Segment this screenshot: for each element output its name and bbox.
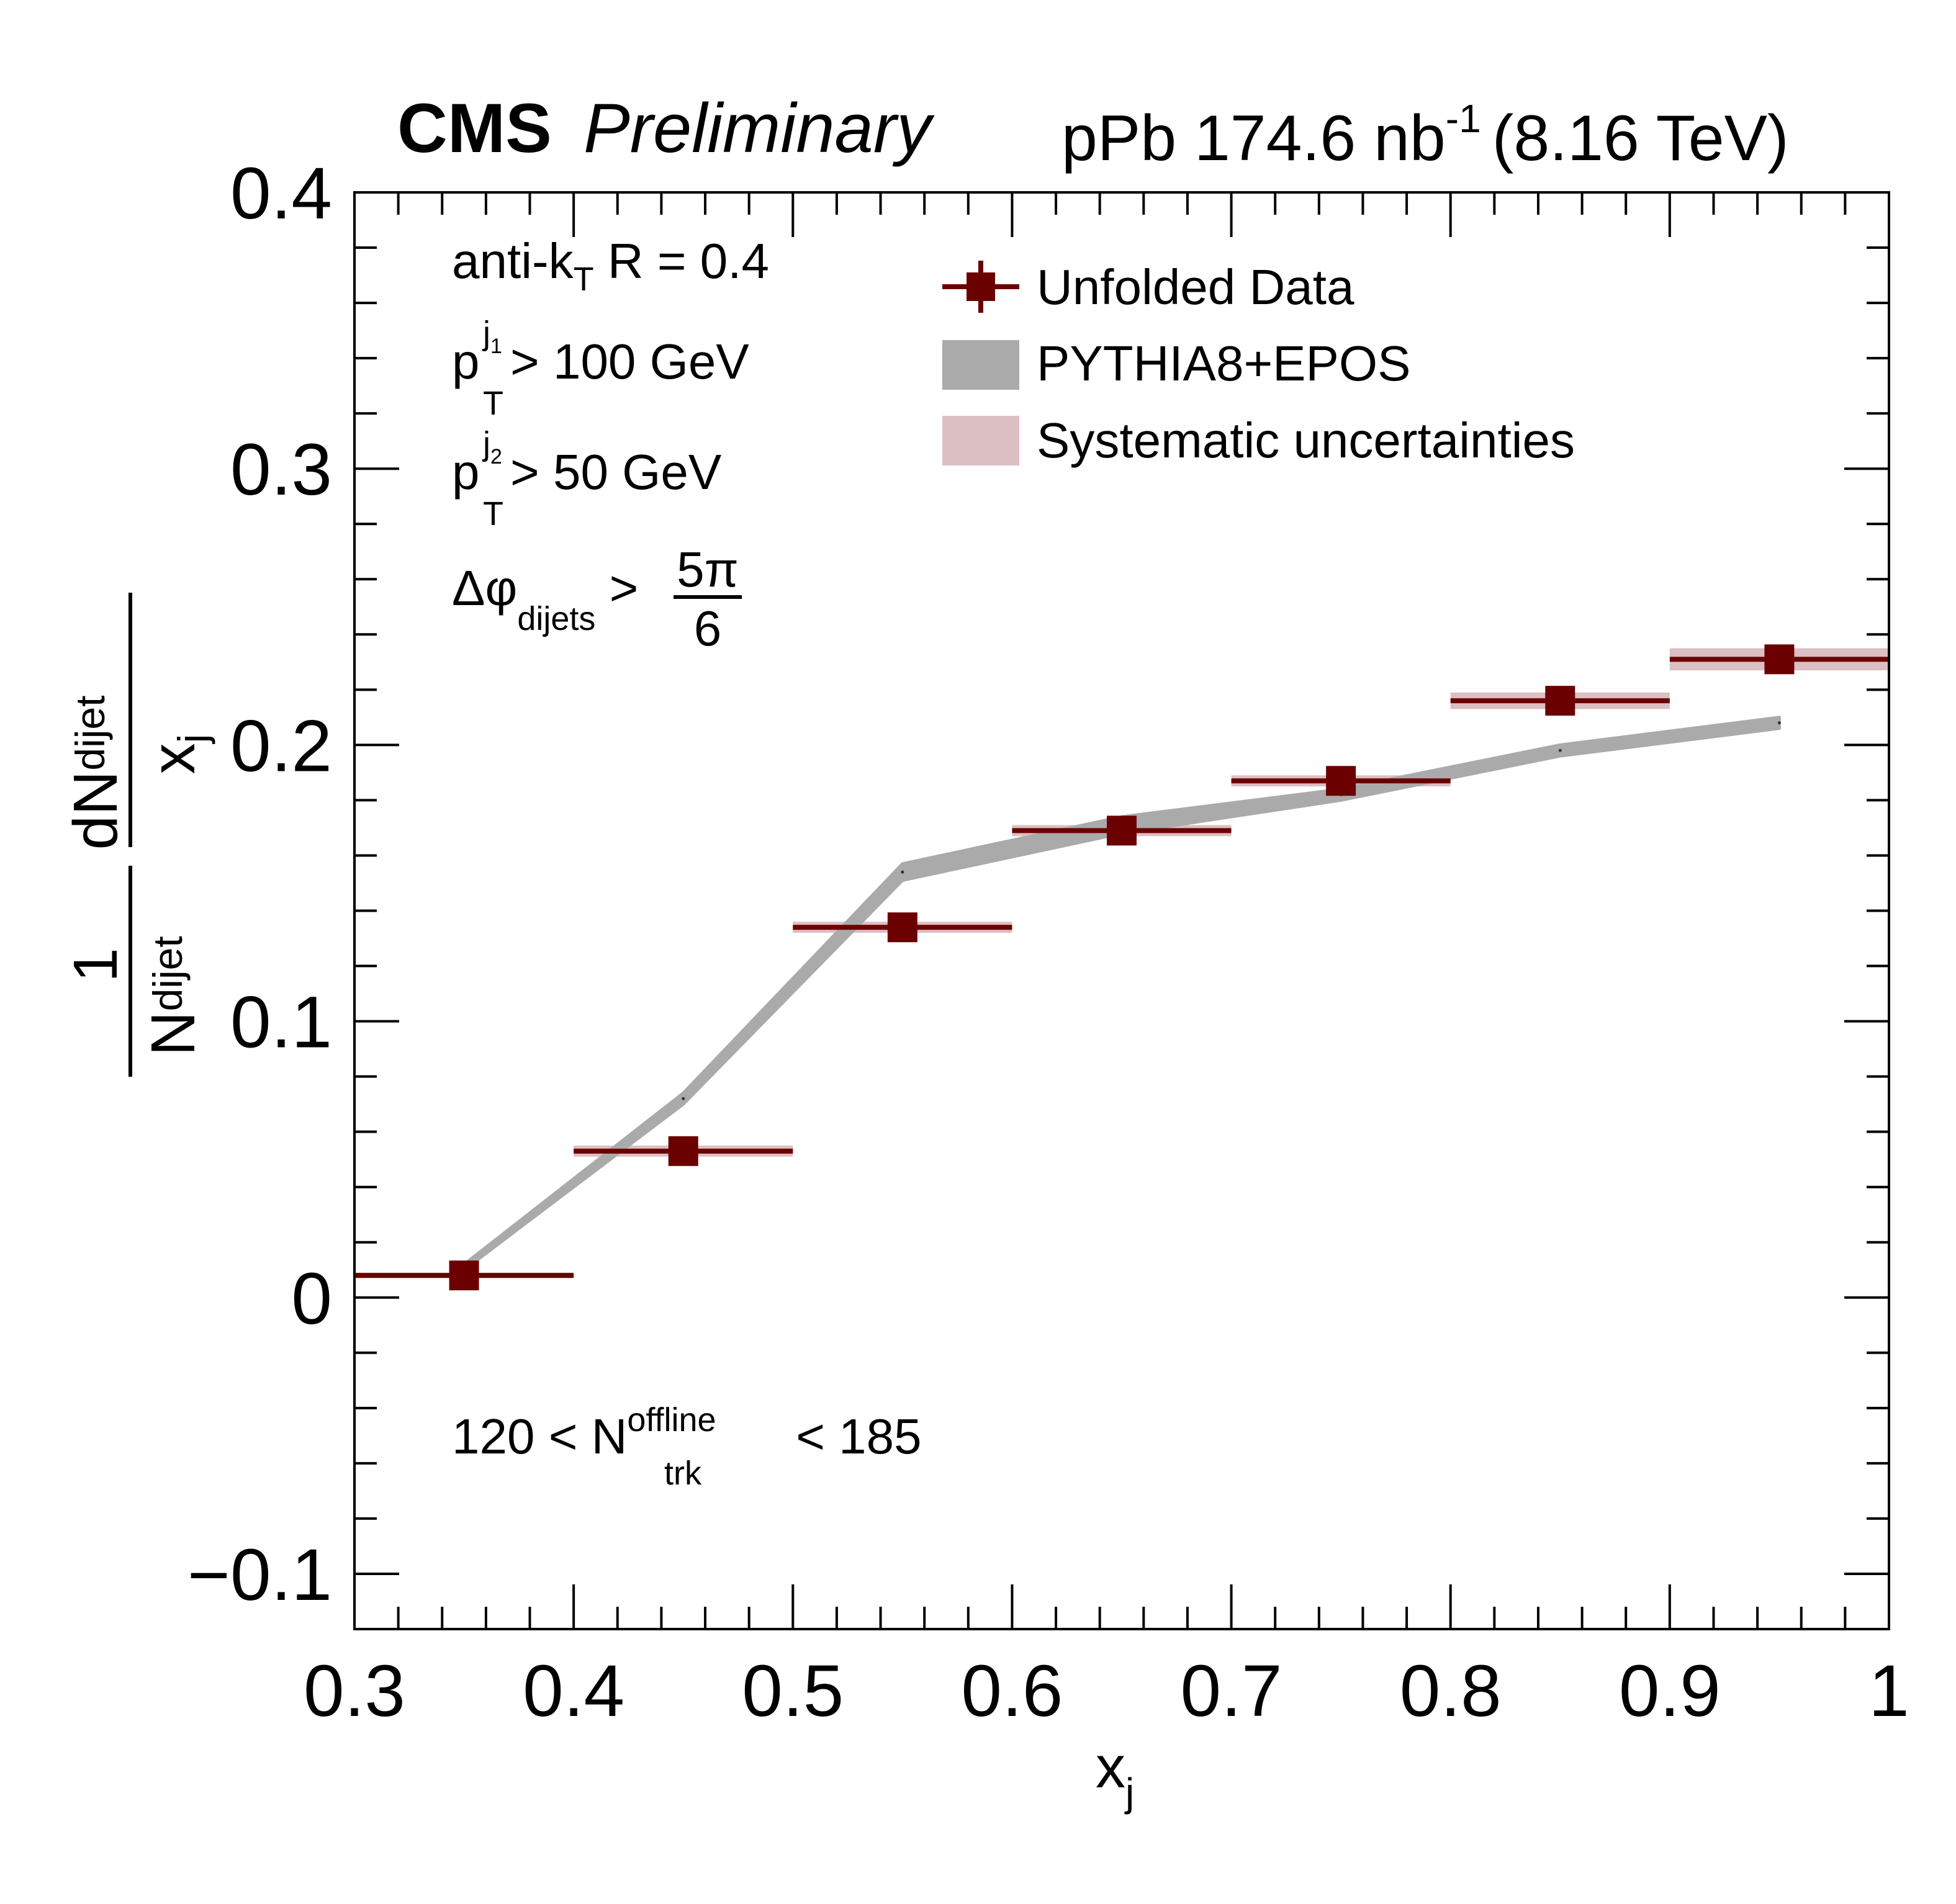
pt1-sup: j1 (482, 315, 502, 358)
pt2-sup-j: j (482, 425, 490, 462)
dphi-sub: dijets (517, 600, 595, 637)
dphi-num: 5π (677, 542, 739, 597)
x-tick-label-0: 0.3 (304, 1650, 405, 1732)
pt1-symbol: p (452, 334, 480, 389)
legend-syst-swatch (942, 416, 1019, 465)
model-band (462, 716, 1781, 1272)
y-title-x-main: x (138, 743, 208, 774)
data-marker-0 (449, 1260, 479, 1291)
jet-algo-sub: T (574, 261, 594, 298)
x-tick-label-6: 0.9 (1619, 1650, 1721, 1732)
pt1-sub: T (483, 385, 503, 422)
pt2-symbol: p (452, 444, 480, 500)
y-title-dN-main: dN (61, 771, 130, 850)
data-marker-5 (1545, 686, 1575, 716)
legend-entry-data: Unfolded Data (942, 259, 1354, 315)
y-tick-label-1: 0 (291, 1258, 332, 1340)
annotation-pt1: p j1 T > 100 GeV (452, 315, 749, 422)
pt1-cut: > 100 GeV (510, 334, 749, 389)
axis-ticks (353, 191, 1890, 1630)
x-axis-title: xj (1096, 1734, 1134, 1815)
y-tick-labels: −0.1 0 0.1 0.2 0.3 0.4 (187, 153, 332, 1616)
data-marker-6 (1764, 644, 1795, 675)
y-title-x: xj (138, 734, 215, 775)
dphi-text: Δφdijets > (452, 560, 638, 637)
y-tick-label-5: 0.4 (230, 153, 332, 235)
dphi-symbol: Δφ (452, 560, 517, 616)
x-tick-label-7: 1 (1868, 1650, 1909, 1732)
x-tick-labels: 0.3 0.4 0.5 0.6 0.7 0.8 0.9 1 (304, 1650, 1909, 1732)
pt2-sub: T (483, 495, 503, 532)
y-title-one: 1 (61, 948, 130, 982)
data-points (354, 644, 1889, 1291)
model-point-6 (1777, 721, 1781, 725)
x-tick-label-2: 0.5 (742, 1650, 844, 1732)
y-title-N: Ndijet (138, 936, 208, 1056)
experiment-label: CMS (397, 89, 552, 167)
annotation-pt2: p j2 T > 50 GeV (452, 425, 722, 532)
legend-model-label: PYTHIA8+EPOS (1037, 336, 1410, 391)
data-marker-4 (1326, 766, 1356, 796)
ntrk-sub: trk (664, 1455, 702, 1492)
legend-syst-label: Systematic uncertainties (1037, 413, 1575, 468)
y-tick-label-0: −0.1 (187, 1534, 332, 1616)
y-title-dN-sub: dijet (67, 696, 113, 771)
x-tick-label-5: 0.8 (1400, 1650, 1502, 1732)
pt1-sup-index: 1 (490, 335, 502, 358)
y-axis-title: 1 Ndijet dNdijet xj (61, 593, 215, 1077)
y-title-x-sub: j (169, 734, 215, 745)
x-tick-label-3: 0.6 (961, 1650, 1063, 1732)
x-tick-label-1: 0.4 (523, 1650, 624, 1732)
annotation-ntrk: 120 < Noffline trk < 185 (452, 1401, 922, 1492)
ntrk-prefix: 120 < N (452, 1409, 627, 1464)
legend: Unfolded Data PYTHIA8+EPOS Systematic un… (942, 259, 1575, 468)
data-marker-3 (1107, 815, 1137, 846)
model-point-2 (901, 870, 904, 874)
data-marker-2 (887, 912, 917, 943)
x-axis-title-sub: j (1124, 1770, 1134, 1815)
energy-label: (8.16 TeV) (1492, 102, 1789, 174)
pt2-sup: j2 (482, 425, 502, 469)
legend-entry-syst: Systematic uncertainties (942, 413, 1575, 468)
legend-model-swatch (942, 340, 1019, 390)
data-marker-1 (668, 1136, 698, 1166)
lumi-label: pPb 174.6 nb-1 (8.16 TeV) (1061, 96, 1789, 174)
model-point-1 (682, 1097, 685, 1100)
legend-entry-model: PYTHIA8+EPOS (942, 336, 1410, 391)
y-tick-label-3: 0.2 (230, 705, 332, 787)
annotation-jet-algo: anti-kT R = 0.4 (452, 233, 769, 298)
annotation-dphi: Δφdijets > 5π 6 (452, 542, 742, 656)
lumi-prefix: pPb 174.6 nb (1061, 102, 1446, 174)
dphi-den: 6 (694, 601, 722, 656)
pt2-cut: > 50 GeV (510, 444, 722, 500)
pt2-sup-index: 2 (490, 445, 502, 469)
ntrk-suffix: < 185 (782, 1409, 922, 1464)
y-title-N-main: N (138, 1011, 208, 1056)
legend-data-marker (967, 272, 995, 301)
jet-algo-suffix: R = 0.4 (594, 233, 769, 289)
legend-data-label: Unfolded Data (1037, 259, 1354, 315)
model-point-5 (1558, 748, 1562, 752)
model-band-polygon (462, 716, 1781, 1272)
lumi-exponent: -1 (1446, 96, 1481, 141)
x-tick-label-4: 0.7 (1181, 1650, 1282, 1732)
status-label: Preliminary (584, 89, 935, 167)
y-tick-label-2: 0.1 (230, 982, 332, 1064)
jet-algo-prefix: anti-k (452, 233, 574, 289)
x-axis-title-main: x (1096, 1734, 1125, 1800)
dphi-op: > (595, 560, 638, 616)
y-tick-label-4: 0.3 (230, 429, 332, 511)
y-title-dN: dNdijet (61, 696, 130, 850)
y-title-N-sub: dijet (145, 936, 191, 1011)
pt1-sup-j: j (482, 315, 490, 352)
ntrk-sup: offline (627, 1401, 716, 1439)
